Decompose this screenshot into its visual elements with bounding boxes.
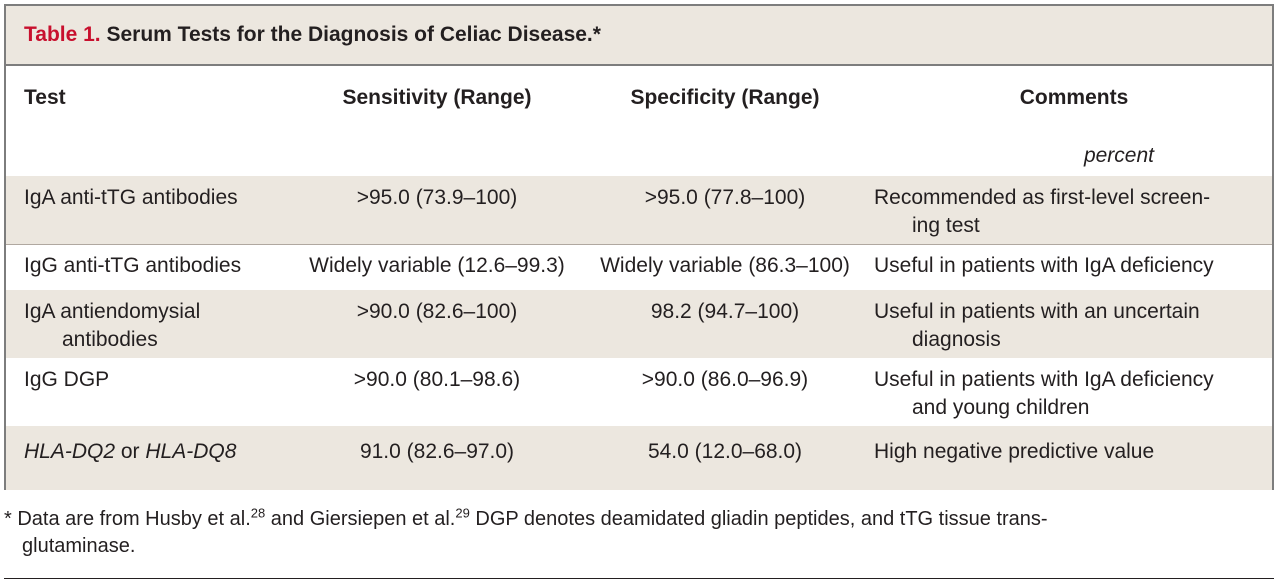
test-line: antibodies	[62, 328, 158, 351]
cell-specificity: 98.2 (94.7–100)	[650, 300, 800, 323]
test-line: IgA antiendomysial	[24, 300, 201, 323]
cell-test: IgG anti-tTG antibodies	[24, 254, 242, 277]
table-row: IgA antiendomysial antibodies >90.0 (82.…	[6, 290, 1272, 358]
cell-test: IgA antiendomysial antibodies	[24, 298, 294, 354]
table-frame: Table 1. Serum Tests for the Diagnosis o…	[4, 4, 1274, 490]
cell-comments: Useful in patients with an uncertain dia…	[874, 298, 1266, 354]
header-specificity: Specificity (Range)	[630, 86, 820, 109]
unit-label: percent	[1083, 144, 1154, 167]
footnote-text: and Giersiepen et al.	[265, 508, 456, 530]
table-row: IgA anti-tTG antibodies >95.0 (73.9–100)…	[6, 176, 1272, 244]
comments-line: Useful in patients with IgA deficiency	[874, 254, 1214, 277]
cell-sensitivity: >90.0 (80.1–98.6)	[353, 368, 521, 391]
cell-comments: Recommended as first-level screen- ing t…	[874, 184, 1266, 240]
comments-line: diagnosis	[912, 328, 1001, 351]
table-row: IgG anti-tTG antibodies Widely variable …	[6, 244, 1272, 290]
cell-specificity: Widely variable (86.3–100)	[600, 254, 850, 277]
footnote-line: * Data are from Husby et al.28 and Giers…	[4, 506, 1274, 533]
comments-line: Recommended as first-level screen-	[874, 186, 1211, 209]
table-footnote: * Data are from Husby et al.28 and Giers…	[4, 506, 1274, 560]
comments-line: Useful in patients with IgA deficiency	[874, 368, 1214, 391]
footnote-ref: 29	[455, 505, 470, 521]
test-gene-a: HLA-DQ2	[24, 440, 116, 463]
footnote-marker: *	[4, 508, 12, 530]
footnote-line: glutaminase.	[22, 535, 136, 557]
cell-sensitivity: Widely variable (12.6–99.3)	[309, 254, 565, 277]
cell-specificity: >90.0 (86.0–96.9)	[641, 368, 809, 391]
cell-comments: High negative predictive value	[874, 438, 1266, 466]
cell-test: IgG DGP	[24, 368, 110, 391]
table-number: Table 1.	[24, 23, 101, 46]
cell-comments: Useful in patients with IgA deficiency	[874, 252, 1266, 280]
bottom-rule	[4, 578, 1274, 579]
cell-comments: Useful in patients with IgA deficiency a…	[874, 366, 1266, 422]
comments-line: Useful in patients with an uncertain	[874, 300, 1200, 323]
cell-sensitivity: >95.0 (73.9–100)	[356, 186, 518, 209]
table-row: IgG DGP >90.0 (80.1–98.6) >90.0 (86.0–96…	[6, 358, 1272, 426]
table-title: Serum Tests for the Diagnosis of Celiac …	[106, 23, 601, 46]
footnote-text: DGP denotes deamidated gliadin peptides,…	[469, 508, 1048, 530]
comments-line: High negative predictive value	[874, 440, 1155, 463]
comments-line: ing test	[912, 214, 980, 237]
footnote-ref: 28	[250, 505, 266, 521]
table-row: HLA-DQ2 or HLA-DQ8 91.0 (82.6–97.0) 54.0…	[6, 426, 1272, 490]
test-gene-b: HLA-DQ8	[145, 440, 237, 463]
comments-line: and young children	[912, 396, 1090, 419]
cell-test: IgA anti-tTG antibodies	[24, 186, 238, 209]
cell-test: HLA-DQ2 or HLA-DQ8	[24, 438, 294, 466]
cell-sensitivity: 91.0 (82.6–97.0)	[359, 440, 515, 463]
header-test: Test	[24, 86, 66, 109]
footnote-text: Data are from Husby et al.	[11, 508, 251, 530]
test-conjunction: or	[115, 440, 146, 463]
header-comments: Comments	[1019, 86, 1129, 109]
header-sensitivity: Sensitivity (Range)	[342, 86, 532, 109]
cell-specificity: 54.0 (12.0–68.0)	[647, 440, 803, 463]
table-title-bar: Table 1. Serum Tests for the Diagnosis o…	[6, 6, 1272, 66]
cell-sensitivity: >90.0 (82.6–100)	[356, 300, 518, 323]
cell-specificity: >95.0 (77.8–100)	[644, 186, 806, 209]
